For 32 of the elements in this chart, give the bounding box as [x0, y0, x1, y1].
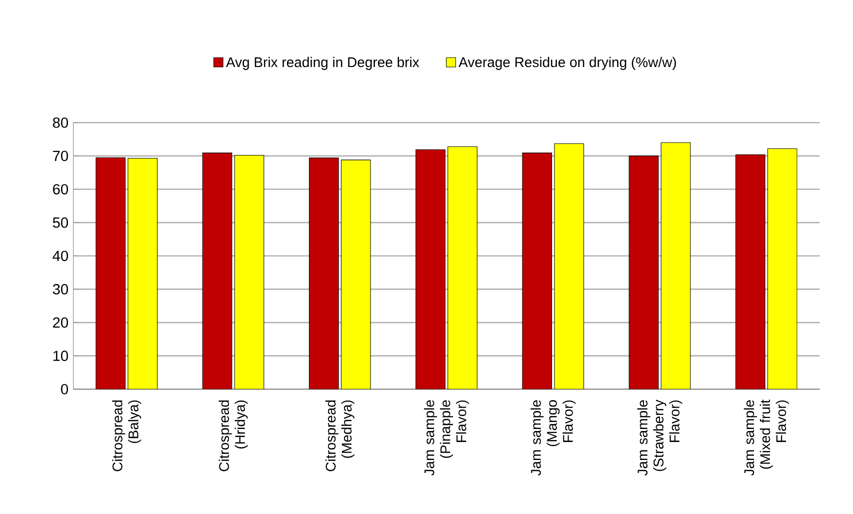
y-tick-label: 70 [53, 150, 68, 161]
bar [340, 159, 371, 389]
bar [522, 152, 552, 389]
y-tick-label: 50 [52, 217, 68, 228]
bar [96, 157, 126, 389]
bar [735, 154, 766, 389]
bar [554, 143, 584, 389]
bar [448, 146, 478, 389]
x-tick-label: Citrospread (Balya) [112, 400, 142, 471]
y-tick-label: 0 [61, 384, 68, 394]
x-tick-label: Jam sample (Pinapple Flavor) [424, 400, 470, 476]
y-tick-label: 30 [52, 284, 68, 294]
bar [767, 148, 798, 389]
bar [628, 155, 659, 389]
bar [660, 142, 691, 389]
x-tick-label: Citrospread (Medhya) [325, 400, 354, 471]
bar [234, 154, 264, 389]
y-tick-label: 60 [53, 184, 68, 194]
bar [128, 158, 158, 389]
bar [416, 149, 446, 389]
legend-label: Avg Brix reading in Degree brix [226, 56, 420, 70]
legend-label: Average Residue on drying (%w/w) [458, 56, 676, 70]
y-tick-label: 40 [52, 250, 68, 261]
x-tick-label: Citrospread (Hridya) [218, 400, 248, 471]
y-tick-label: 10 [53, 350, 68, 361]
y-tick-label: 80 [52, 117, 68, 128]
y-tick-label: 20 [53, 317, 68, 328]
x-tick-label: Jam sample (Mango Flavor) [530, 400, 576, 476]
bar [308, 157, 339, 389]
x-tick-label: Jam sample (Mixed fruit Flavor) [744, 399, 789, 476]
x-tick-label: Jam sample (Strawberry Flavor) [637, 399, 682, 476]
bar [202, 152, 232, 389]
